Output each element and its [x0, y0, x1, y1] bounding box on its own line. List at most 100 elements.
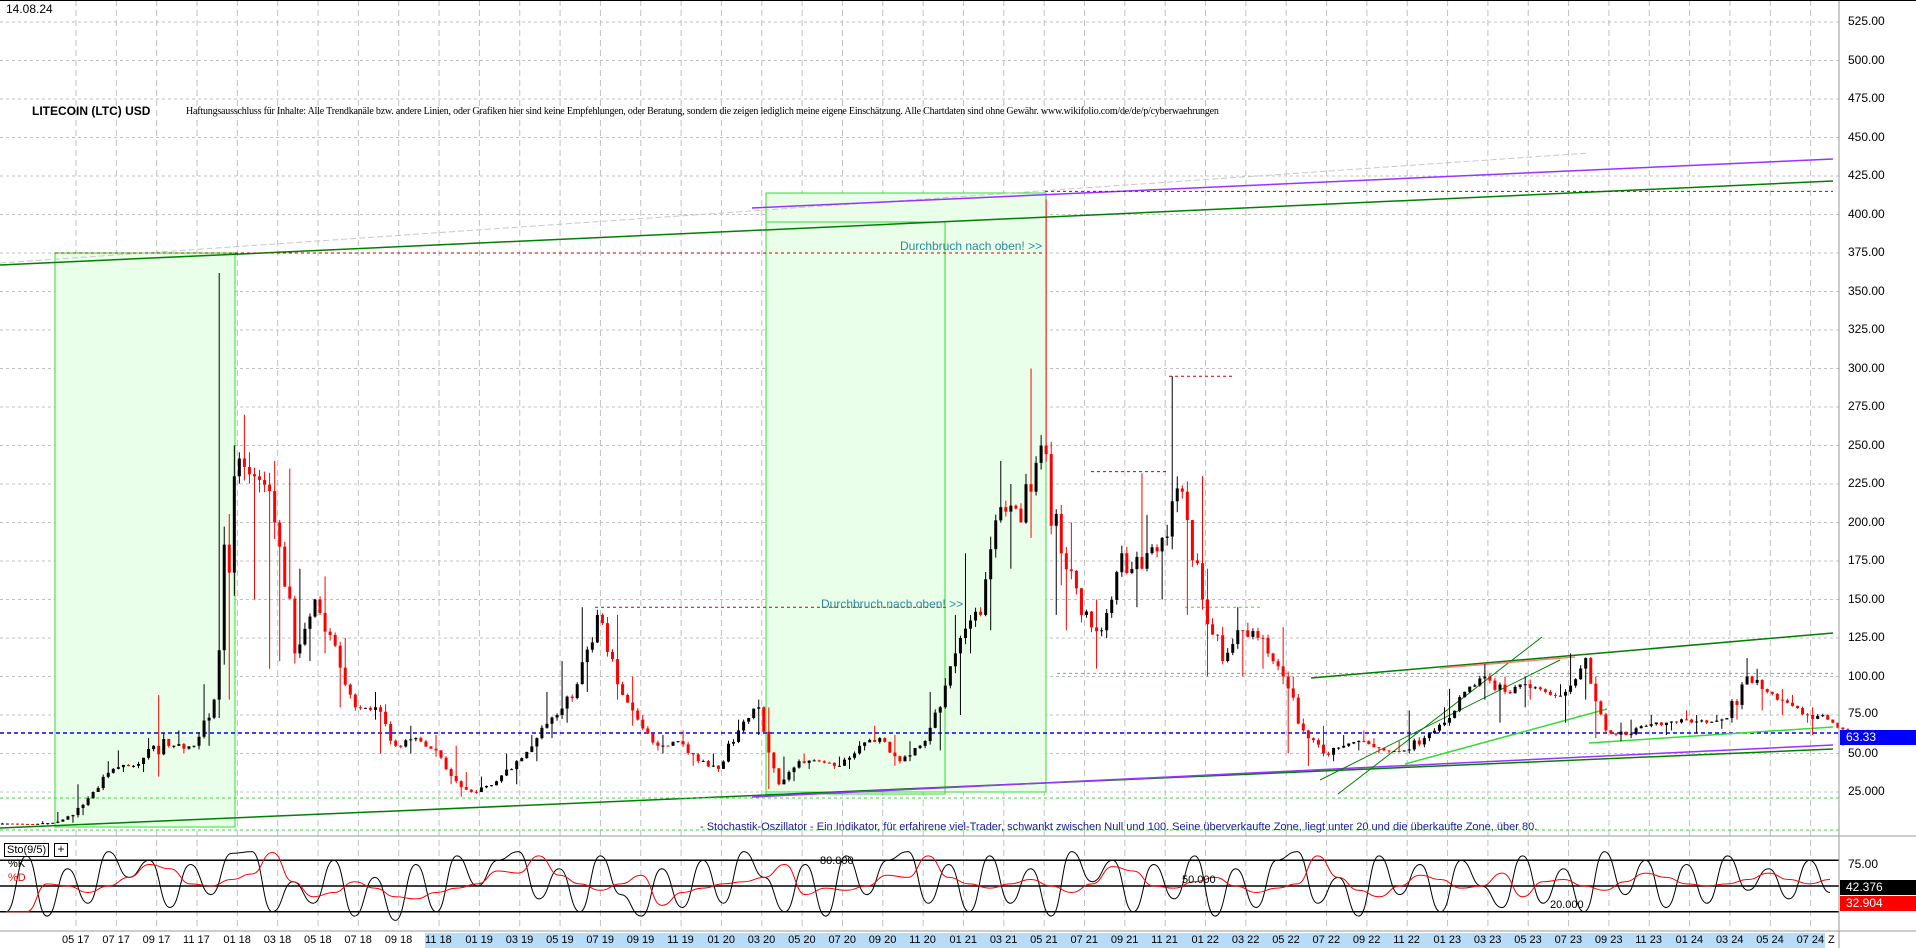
- time-axis-label: 05 17: [62, 934, 90, 946]
- candle-body: [772, 752, 776, 769]
- candle-body: [1473, 685, 1477, 687]
- candle-body: [505, 769, 509, 776]
- time-axis-label: 03 23: [1473, 934, 1502, 946]
- candle-body: [1236, 630, 1240, 645]
- candle-body: [737, 730, 741, 742]
- stochastic-note: - Stochastik-Oszillator - Ein Indikator,…: [700, 821, 1538, 833]
- candle-body: [651, 733, 655, 743]
- candle-body: [1014, 505, 1018, 509]
- candle-body: [1251, 631, 1255, 637]
- candle-body: [368, 707, 372, 710]
- time-axis-label: 03 19: [505, 934, 534, 946]
- candle-body: [752, 708, 756, 719]
- candle-body: [1826, 715, 1830, 720]
- candle-body: [353, 694, 357, 708]
- candle-body: [933, 712, 937, 728]
- candle-body: [1266, 638, 1270, 654]
- time-axis-label: 03 18: [263, 934, 292, 946]
- indicator-label[interactable]: Sto(9/5): [4, 843, 50, 857]
- price-axis-label: 350.00: [1848, 283, 1885, 298]
- breakout-annotation: Durchbruch nach oben! >>: [821, 597, 964, 611]
- candle-body: [313, 599, 317, 617]
- candle-body: [767, 731, 771, 753]
- candle-body: [444, 757, 448, 770]
- candle-body: [671, 741, 675, 746]
- candle-body: [535, 738, 539, 747]
- candle-body: [817, 760, 821, 762]
- candle-body: [1221, 635, 1225, 662]
- candle-body: [1115, 572, 1119, 600]
- candle-body: [384, 711, 388, 724]
- candle-body: [888, 741, 892, 753]
- candle-body: [621, 684, 625, 695]
- price-axis-label: 500.00: [1848, 52, 1885, 67]
- candle-body: [1296, 697, 1300, 724]
- candle-body: [1216, 634, 1220, 636]
- candle-body: [1165, 536, 1169, 538]
- time-axis-label: 09 18: [384, 934, 413, 946]
- price-axis-label: 525.00: [1848, 14, 1885, 28]
- candle-body: [106, 772, 110, 777]
- candle-body: [26, 823, 30, 825]
- candle-body: [1004, 507, 1008, 512]
- candle-body: [605, 623, 609, 652]
- candle-body: [1700, 720, 1704, 722]
- candle-body: [1604, 714, 1608, 731]
- price-axis-label: 475.00: [1848, 91, 1885, 105]
- time-axis-label: 05 24: [1756, 934, 1784, 946]
- candle-body: [1049, 454, 1053, 526]
- candle-body: [1614, 733, 1618, 735]
- price-axis-label: 250.00: [1848, 437, 1885, 452]
- candle-body: [515, 761, 519, 770]
- price-axis-label: 125.00: [1848, 630, 1885, 644]
- candle-body: [832, 762, 836, 766]
- candle-body: [1120, 553, 1124, 573]
- stoch-d-value-tag: 32.904: [1840, 896, 1916, 911]
- candle-body: [1639, 726, 1643, 729]
- candle-body: [1377, 747, 1381, 749]
- candle-body: [61, 819, 65, 822]
- add-indicator-button[interactable]: +: [54, 843, 68, 857]
- candle-body: [963, 628, 967, 638]
- candle-body: [1130, 569, 1134, 573]
- candle-body: [580, 662, 584, 685]
- stoch-k-value-tag: 42.376: [1840, 880, 1916, 895]
- candle-body: [1831, 719, 1835, 723]
- candle-body: [283, 546, 287, 587]
- candle-body: [358, 707, 362, 709]
- candle-body: [1332, 747, 1336, 755]
- candle-body: [1054, 513, 1058, 526]
- candle-body: [616, 659, 620, 685]
- candle-body: [873, 739, 877, 742]
- candle-body: [449, 769, 453, 776]
- candle-body: [948, 666, 952, 686]
- candle-body: [1523, 684, 1527, 686]
- candle-body: [858, 745, 862, 754]
- time-axis-label: 05 21: [1030, 934, 1058, 946]
- candle-body: [520, 758, 524, 762]
- candle-body: [1770, 691, 1774, 694]
- candle-body: [1634, 728, 1638, 735]
- candle-body: [404, 740, 408, 747]
- candle-body: [893, 752, 897, 757]
- candle-body: [923, 741, 927, 746]
- candle-body: [1508, 691, 1512, 694]
- candle-body: [484, 785, 488, 788]
- level-20-label: 20.000: [1550, 899, 1584, 911]
- time-axis-label: 01 24: [1675, 934, 1704, 946]
- candle-body: [495, 781, 499, 786]
- candle-body: [1110, 599, 1114, 613]
- candle-body: [853, 753, 857, 758]
- candle-body: [1624, 731, 1628, 736]
- candle-body: [96, 787, 100, 792]
- current-price-tag: 63.33: [1840, 730, 1916, 745]
- candle-body: [681, 741, 685, 745]
- candle-body: [1412, 740, 1416, 750]
- price-axis-label: 375.00: [1848, 245, 1885, 259]
- time-axis-label: 07 22: [1312, 934, 1341, 946]
- candle-body: [802, 761, 806, 763]
- candle-body: [1009, 505, 1013, 512]
- candle-body: [1775, 693, 1779, 700]
- candle-body: [157, 745, 161, 755]
- candle-body: [913, 748, 917, 756]
